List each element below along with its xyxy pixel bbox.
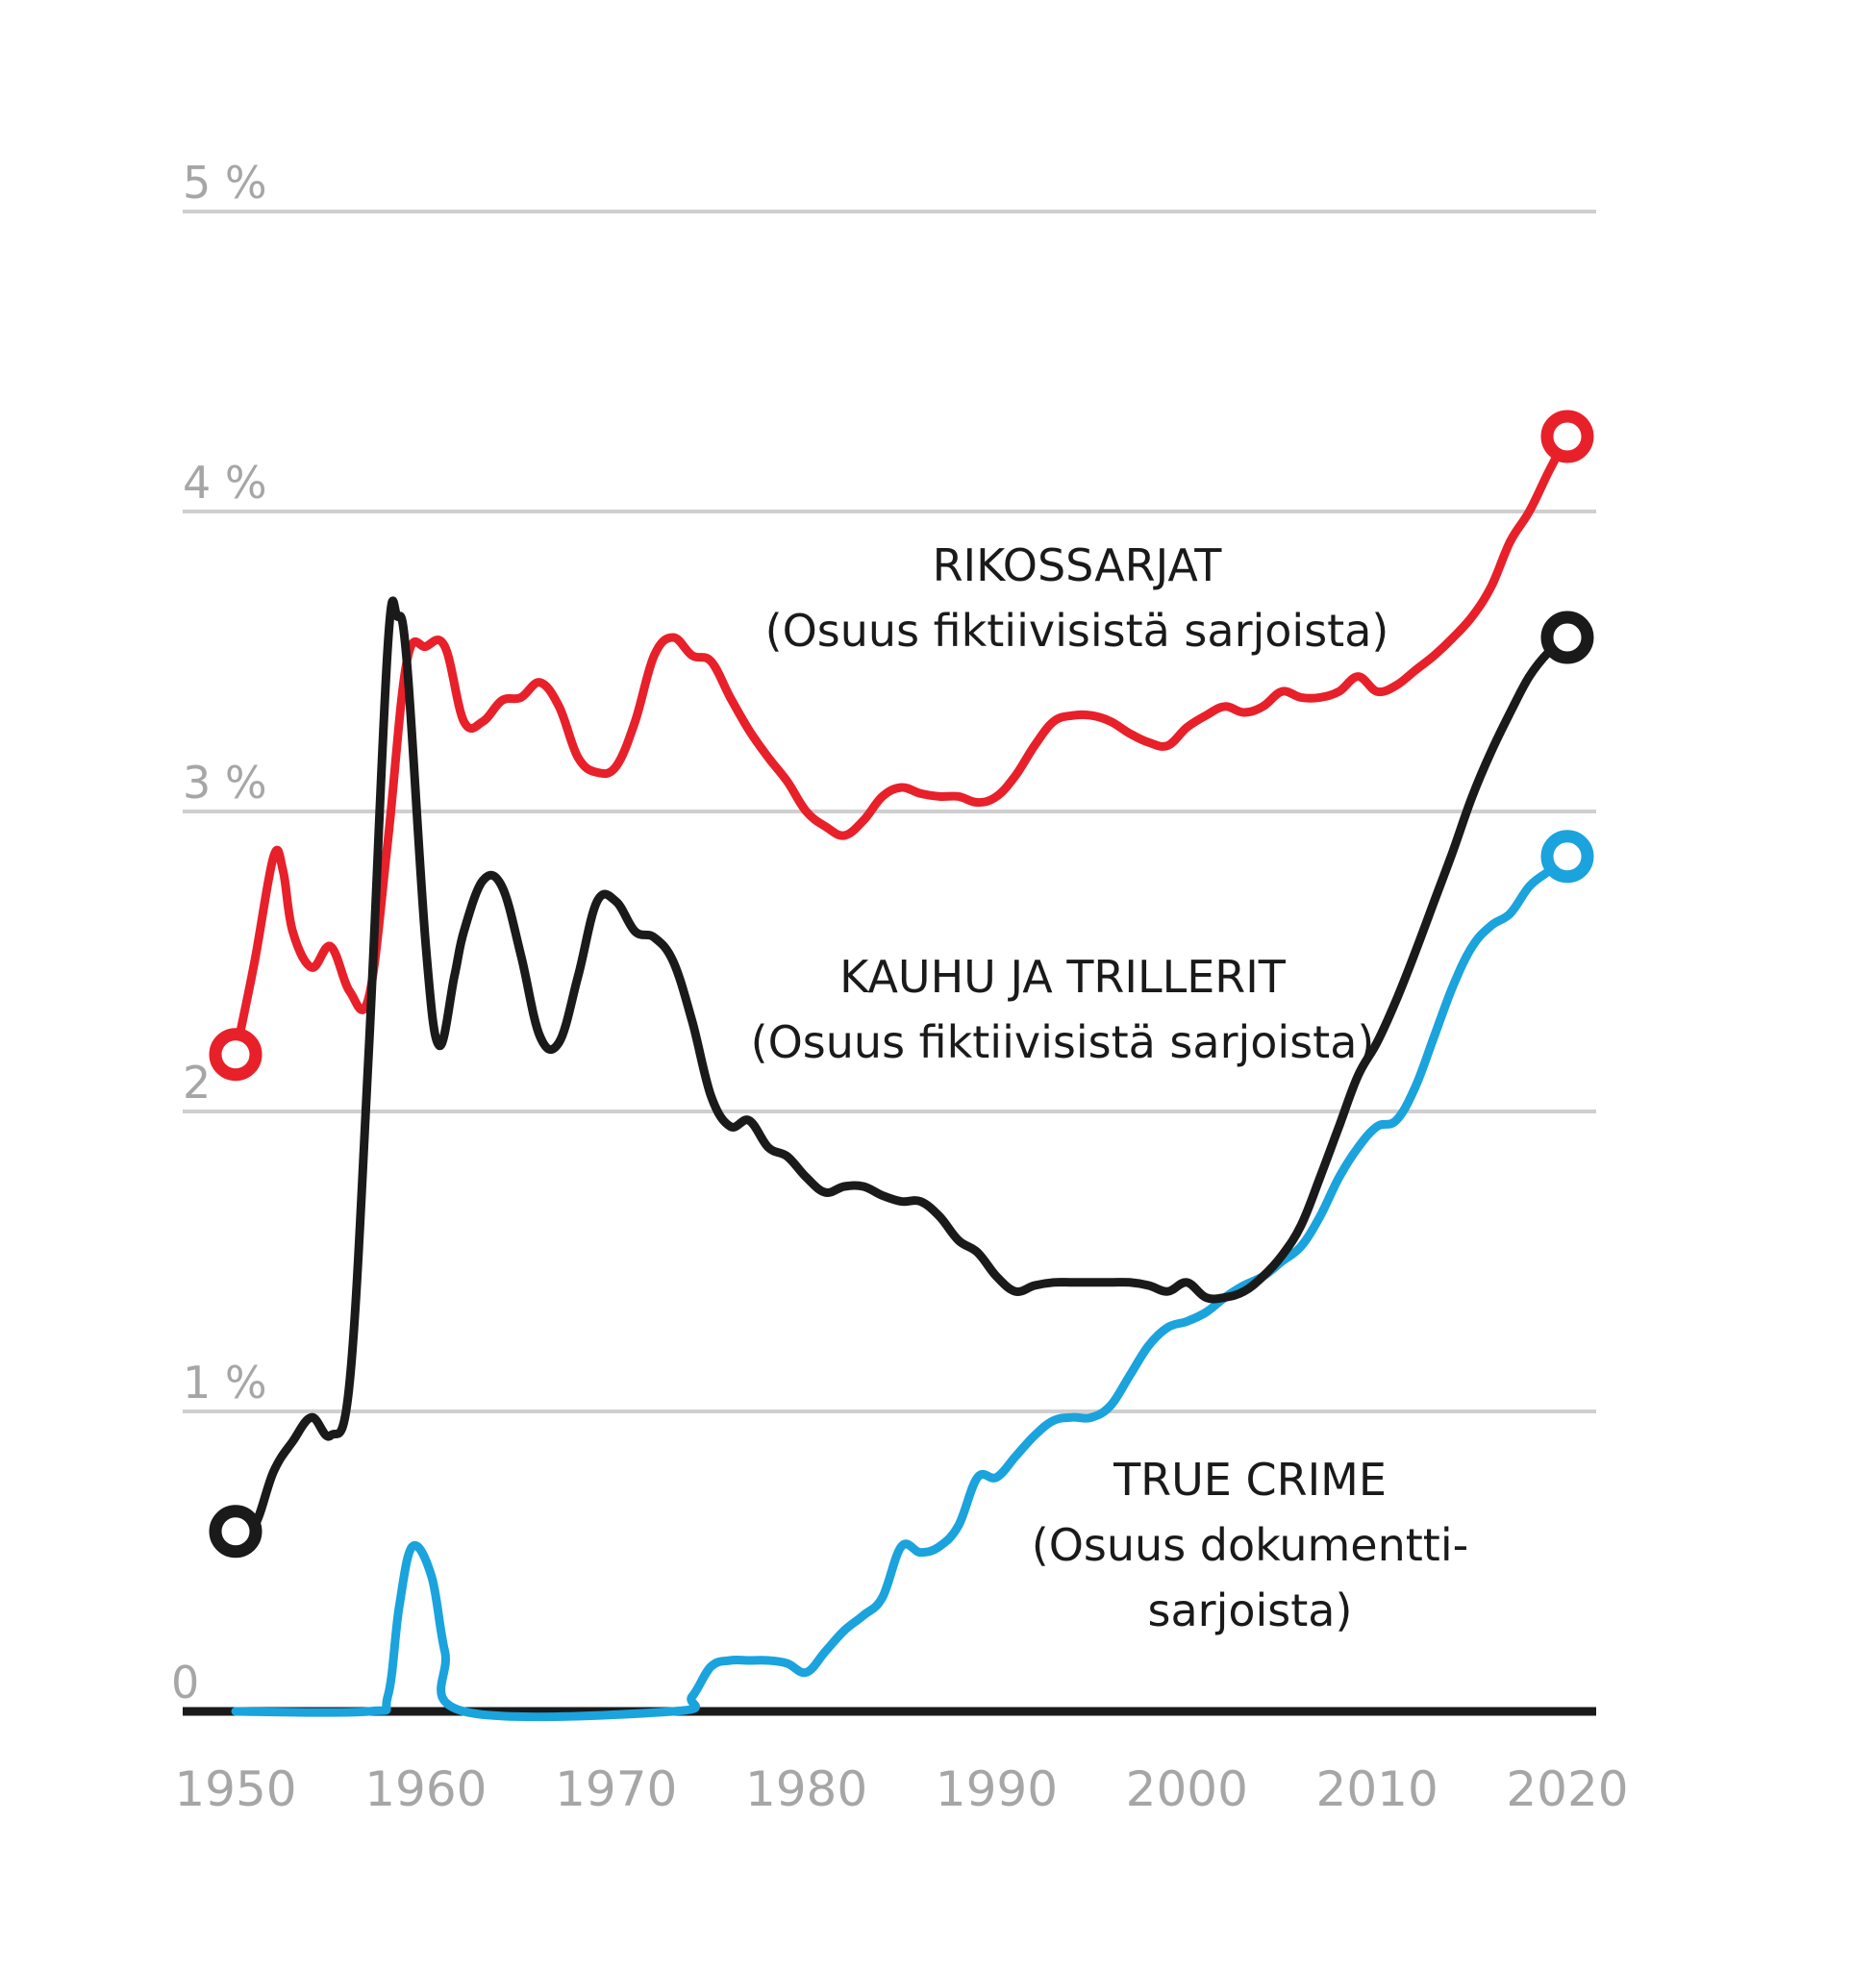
x-tick-label: 2000 — [1126, 1761, 1248, 1817]
series-line-horror — [231, 596, 1572, 1536]
series-label-truecrime-subtitle: (Osuus dokumentti- — [1032, 1519, 1468, 1571]
series-label-horror-subtitle: (Osuus fiktiivisistä sarjoista) — [751, 1016, 1375, 1068]
series-label-truecrime-subtitle: sarjoista) — [1148, 1584, 1353, 1636]
endpoint-marker-horror-start — [209, 1505, 263, 1559]
series-labels: RIKOSSARJAT (Osuus fiktiivisistä sarjoist… — [751, 539, 1469, 1636]
endpoint-marker-truecrime-end — [1540, 830, 1594, 884]
endpoint-marker-horror-end — [1540, 611, 1594, 664]
series-label-crime-subtitle: (Osuus fiktiivisistä sarjoista) — [765, 605, 1389, 657]
y-axis-tick-labels: 0 1 % 2 3 % 4 % 5 % — [171, 157, 267, 1709]
x-tick-label: 1950 — [174, 1761, 296, 1817]
series-label-crime-title: RIKOSSARJAT — [933, 539, 1223, 591]
y-tick-label: 1 % — [183, 1357, 267, 1409]
endpoint-marker-crime-start — [209, 1028, 263, 1082]
y-tick-label: 3 % — [183, 757, 267, 809]
x-tick-label: 1980 — [745, 1761, 867, 1817]
series-label-horror-title: KAUHU JA TRILLERIT — [839, 951, 1287, 1003]
x-tick-label: 1970 — [555, 1761, 677, 1817]
series-label-truecrime-title: TRUE CRIME — [1113, 1454, 1387, 1506]
x-tick-label: 1990 — [936, 1761, 1058, 1817]
series-line-truecrime — [231, 852, 1572, 1722]
y-tick-label: 5 % — [183, 157, 267, 209]
series-endpoints — [209, 410, 1594, 1559]
x-axis-tick-labels: 1950 1960 1970 1980 1990 2000 2010 2020 — [174, 1761, 1628, 1817]
x-tick-label: 2020 — [1506, 1761, 1628, 1817]
series-line-crime — [231, 432, 1572, 1060]
series-lines — [231, 432, 1572, 1722]
x-tick-label: 2010 — [1316, 1761, 1438, 1817]
y-tick-label: 4 % — [183, 457, 267, 509]
x-tick-label: 1960 — [364, 1761, 487, 1817]
y-tick-label: 0 — [171, 1657, 199, 1709]
endpoint-marker-crime-end — [1540, 410, 1594, 463]
y-tick-label: 2 — [183, 1057, 211, 1109]
